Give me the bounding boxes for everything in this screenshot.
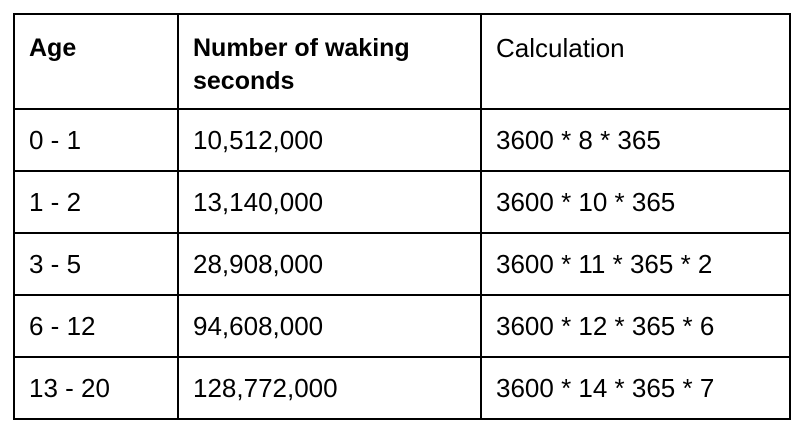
- cell-age: 13 - 20: [13, 356, 179, 420]
- cell-seconds: 28,908,000: [177, 232, 482, 296]
- cell-calculation: 3600 * 14 * 365 * 7: [480, 356, 791, 420]
- table-body: 0 - 1 10,512,000 3600 * 8 * 365 1 - 2 13…: [13, 108, 791, 420]
- waking-seconds-table-container: Age Number of waking seconds Calculation…: [13, 13, 791, 420]
- table-row: 0 - 1 10,512,000 3600 * 8 * 365: [13, 108, 791, 172]
- cell-age: 0 - 1: [13, 108, 179, 172]
- waking-seconds-table: Age Number of waking seconds Calculation…: [13, 13, 791, 420]
- cell-seconds: 10,512,000: [177, 108, 482, 172]
- cell-age: 3 - 5: [13, 232, 179, 296]
- table-row: 1 - 2 13,140,000 3600 * 10 * 365: [13, 170, 791, 234]
- cell-age: 1 - 2: [13, 170, 179, 234]
- table-row: 13 - 20 128,772,000 3600 * 14 * 365 * 7: [13, 356, 791, 420]
- header-waking-seconds: Number of waking seconds: [177, 13, 482, 110]
- cell-calculation: 3600 * 10 * 365: [480, 170, 791, 234]
- cell-calculation: 3600 * 11 * 365 * 2: [480, 232, 791, 296]
- cell-age: 6 - 12: [13, 294, 179, 358]
- table-row: 3 - 5 28,908,000 3600 * 11 * 365 * 2: [13, 232, 791, 296]
- cell-seconds: 13,140,000: [177, 170, 482, 234]
- table-row: 6 - 12 94,608,000 3600 * 12 * 365 * 6: [13, 294, 791, 358]
- header-age: Age: [13, 13, 179, 110]
- header-row: Age Number of waking seconds Calculation: [13, 13, 791, 110]
- cell-seconds: 128,772,000: [177, 356, 482, 420]
- cell-calculation: 3600 * 8 * 365: [480, 108, 791, 172]
- cell-seconds: 94,608,000: [177, 294, 482, 358]
- table-header: Age Number of waking seconds Calculation: [13, 13, 791, 110]
- header-calculation: Calculation: [480, 13, 791, 110]
- cell-calculation: 3600 * 12 * 365 * 6: [480, 294, 791, 358]
